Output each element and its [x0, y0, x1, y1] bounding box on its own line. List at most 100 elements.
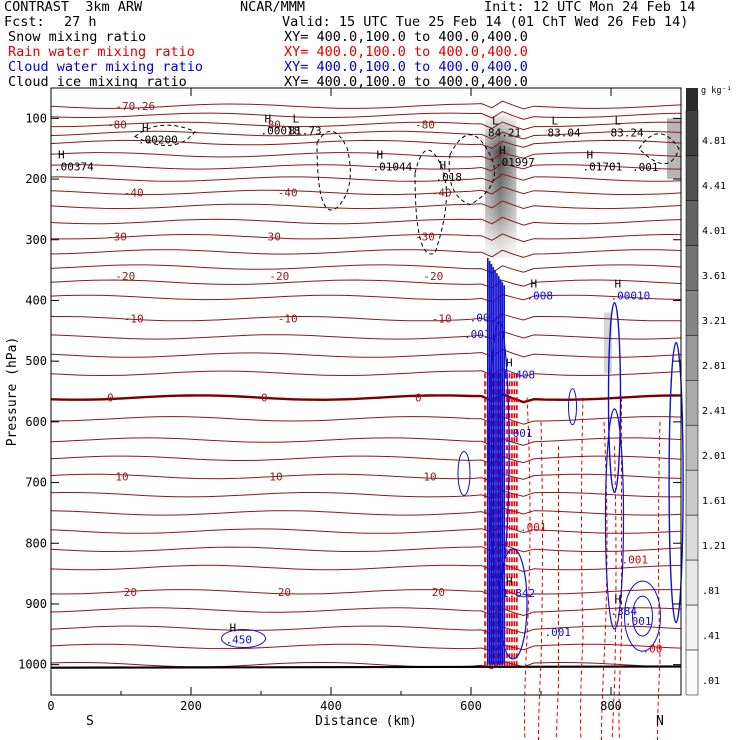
cloud-water-contour: [568, 388, 577, 426]
colorbar-swatch: [685, 155, 699, 201]
colorbar-label: .81: [702, 586, 720, 597]
rain-contour: [657, 421, 661, 740]
isotherm-label: 10: [423, 470, 436, 483]
isotherm-line: [50, 100, 682, 110]
snow-contour: [316, 130, 351, 211]
isotherm-label: 20: [432, 586, 445, 599]
colorbar-label: 4.41: [702, 181, 726, 192]
isotherm-line: [50, 543, 682, 553]
isotherm-line: [50, 330, 682, 340]
snow-contour: [638, 133, 680, 165]
colorbar-swatch: [685, 649, 699, 696]
cloud-water-contour: [604, 408, 625, 630]
cloud-water-contour: [668, 341, 684, 624]
extremum-type-label: H: [615, 593, 622, 606]
field-name-cloud-ice: Cloud ice mixing ratio: [8, 74, 187, 90]
colorbar-swatch: [685, 110, 699, 156]
extremum-type-label: H: [506, 575, 513, 588]
snow-contour: [448, 134, 495, 206]
extremum-value-label: .00200: [138, 133, 178, 146]
cloud-ice-shading-edge: [667, 118, 681, 180]
cloud-water-label: .001: [545, 626, 572, 639]
y-tick-label: 100: [25, 111, 47, 125]
extremum-type-label: H: [440, 159, 447, 172]
cloud-water-contour: [632, 595, 653, 637]
isotherm-label: -70.26: [115, 100, 155, 113]
model-label: CONTRAST 3km ARW: [4, 0, 143, 15]
x-axis-label: Distance (km): [315, 714, 417, 729]
field-xy-cloud-ice: XY= 400.0,100.0 to 400.0,400.0: [284, 74, 528, 90]
extremum-value-label: 1.842: [502, 587, 535, 600]
isotherm-label: 20: [278, 586, 291, 599]
y-tick-label: 1000: [18, 658, 47, 672]
snow-contour: [414, 149, 447, 255]
y-tick-label: 600: [25, 415, 47, 429]
init-label: Init: 12 UTC Mon 24 Feb 14: [484, 0, 696, 15]
y-tick-label: 700: [25, 476, 47, 490]
colorbar-label: .01: [702, 676, 720, 687]
cloud-water-contour: [624, 580, 661, 652]
cloud-water-contour: [607, 301, 622, 494]
extremum-value-label: 83.04: [548, 127, 581, 140]
cloud-water-contour: [457, 450, 471, 496]
cloud-ice-shading-small: [604, 312, 612, 374]
isotherm-line: [50, 588, 682, 598]
colorbar-swatch: [685, 200, 699, 246]
extremum-type-label: L: [615, 115, 622, 128]
isotherm-label: -10: [432, 313, 452, 326]
extremum-type-label: H: [499, 144, 506, 157]
isotherm-label: 20: [124, 586, 137, 599]
extremum-value-label: .01997: [495, 156, 535, 169]
extremum-value-label: .00374: [54, 161, 94, 174]
isotherm-line: [50, 368, 682, 377]
extremum-value-label: .00018: [261, 124, 301, 137]
isotherm-label: -10: [278, 313, 298, 326]
extremum-value-label: 81.73: [289, 124, 322, 137]
isotherm-label: -80: [415, 118, 435, 131]
colorbar-label: 2.01: [702, 451, 726, 462]
y-tick-label: 900: [25, 597, 47, 611]
colorbar-label: 3.61: [702, 271, 726, 282]
isotherm-line: [50, 607, 682, 617]
extremum-type-label: H: [531, 277, 538, 290]
isotherm-line: [50, 416, 682, 425]
isotherm-label: -30: [415, 231, 435, 244]
field-xy-rain: XY= 400.0,100.0 to 400.0,400.0: [284, 44, 528, 60]
rain-label: .00: [643, 643, 663, 656]
isotherm-line: [50, 524, 682, 534]
isotherm-line: [50, 249, 682, 258]
isotherm-line: [50, 437, 682, 447]
x-tick-label: 200: [180, 699, 202, 713]
extremum-type-label: H: [506, 356, 513, 369]
extremum-value-label: 83.24: [611, 127, 644, 140]
isotherm-line: [50, 293, 682, 303]
isotherm-line: [50, 200, 682, 210]
extremum-type-label: H: [265, 112, 272, 125]
surface-line: [50, 665, 682, 669]
colorbar-label: 1.21: [702, 541, 726, 552]
isotherm-label: -30: [261, 231, 281, 244]
field-xy-snow: XY= 400.0,100.0 to 400.0,400.0: [284, 29, 528, 45]
colorbar-label: 2.41: [702, 406, 726, 417]
isotherm-line: [50, 473, 682, 482]
plot-frame: [50, 87, 682, 696]
isotherm-line: [51, 121, 682, 131]
isotherm-label: 0: [261, 392, 268, 405]
colorbar-units: g kg⁻¹: [701, 86, 732, 96]
colorbar-swatch: [685, 290, 699, 336]
x-tick-label: 800: [600, 699, 622, 713]
colorbar-label: 4.81: [702, 136, 726, 147]
colorbar-swatch: [685, 424, 699, 471]
isotherm-label: -40: [432, 186, 452, 199]
cloud-water-label: .001: [625, 615, 652, 628]
y-axis-label: Pressure (hPa): [5, 337, 20, 447]
extremum-type-label: H: [587, 149, 594, 162]
isotherm-line: [50, 455, 682, 465]
isotherm-line: [50, 216, 682, 226]
isotherm-line: [50, 110, 682, 120]
isotherm-line: [50, 152, 682, 161]
colorbar-swatch: [685, 559, 699, 606]
isotherm-line: [50, 660, 682, 670]
rain-contour: [618, 397, 622, 740]
y-tick-label: 400: [25, 293, 47, 307]
